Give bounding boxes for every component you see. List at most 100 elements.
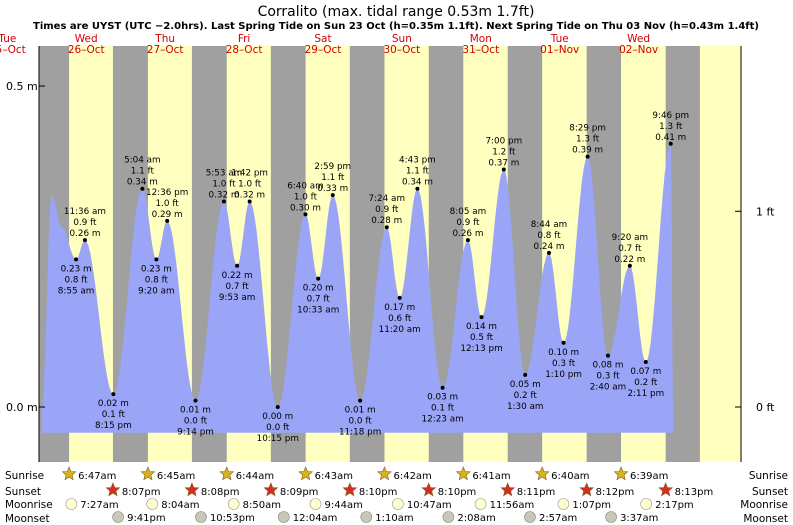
tide-point <box>397 295 402 300</box>
sunset-time: 8:10pm <box>438 487 477 498</box>
tide-time: 11:20 am <box>379 325 421 335</box>
tide-ft: 0.2 ft <box>634 378 658 388</box>
tide-event-low: 0.02 m0.1 ft8:15 pm <box>95 392 132 431</box>
moonset-time: 3:37am <box>620 513 658 524</box>
tide-event-low: 0.10 m0.3 ft1:10 pm <box>545 340 582 380</box>
tide-time: 6:40 am <box>287 181 324 191</box>
tide-time: 9:14 pm <box>177 428 214 438</box>
moonrise-icon <box>557 498 570 510</box>
day-date: 28–Oct <box>226 44 263 56</box>
moonrise-icon <box>65 498 78 510</box>
tide-ft: 0.9 ft <box>73 218 97 228</box>
day-date: 26–Oct <box>68 44 105 56</box>
sunrise-icon <box>455 466 471 481</box>
astro-day: 6:40am 8:12pm 1:07pm 3:37am <box>534 466 658 524</box>
tide-ft: 1.3 ft <box>659 122 683 132</box>
sunset-time: 8:13pm <box>675 487 714 498</box>
tide-point <box>561 340 566 345</box>
tide-m: 0.23 m <box>141 264 172 274</box>
tide-point <box>384 225 389 230</box>
tide-event-high: 9:46 pm1.3 ft0.41 m <box>652 111 689 146</box>
tide-event-high: 7:00 pm1.2 ft0.37 m <box>485 136 522 172</box>
tide-ft: 0.3 ft <box>596 372 620 382</box>
sunset-icon <box>263 482 279 497</box>
tide-time: 9:20 am <box>138 286 175 296</box>
left-tick-label-1: 0.0 m <box>6 401 38 414</box>
tide-point <box>627 263 632 268</box>
sunset-icon <box>184 482 200 497</box>
tide-m: 0.02 m <box>98 399 129 409</box>
tide-point <box>303 212 308 217</box>
right-tick-label-0: 1 ft <box>756 205 775 218</box>
tide-ft: 0.8 ft <box>64 275 88 285</box>
astro-day: 6:41am 8:11pm 11:56am 2:57am <box>455 466 577 524</box>
tide-ft: 0.9 ft <box>456 218 480 228</box>
tide-m: 0.30 m <box>290 203 321 213</box>
tide-ft: 0.0 ft <box>349 417 373 427</box>
moonrise-icon <box>309 498 322 510</box>
tide-event-low: 0.05 m0.2 ft1:30 am <box>507 372 543 412</box>
tide-point <box>247 199 252 204</box>
tide-time: 8:29 pm <box>569 124 606 134</box>
tide-m: 0.26 m <box>452 229 483 239</box>
tide-event-high: 11:36 am0.9 ft0.26 m <box>64 207 106 243</box>
tide-ft: 0.7 ft <box>618 244 642 254</box>
moonset-time: 9:41pm <box>127 513 166 524</box>
tide-time: 8:44 am <box>531 220 568 230</box>
tide-m: 0.17 m <box>384 303 415 313</box>
day-name: Mon <box>470 33 492 45</box>
day-date: 29–Oct <box>305 44 342 56</box>
sunset-time: 8:09pm <box>280 487 319 498</box>
chart-subtitle: Times are UYST (UTC −2.0hrs). Last Sprin… <box>33 21 759 32</box>
tide-ft: 0.8 ft <box>145 275 169 285</box>
sunrise-time: 6:45am <box>157 471 195 482</box>
tide-point <box>165 218 170 223</box>
tide-time: 12:13 pm <box>460 344 502 354</box>
astro-day: 6:44am 8:09pm 8:50am 12:04am <box>219 466 337 524</box>
tide-time: 1:42 pm <box>231 169 268 179</box>
tide-ft: 1.1 ft <box>406 167 430 177</box>
tide-time: 1:10 pm <box>545 370 582 380</box>
tide-point <box>415 186 420 191</box>
sunset-label-right: Sunset <box>752 486 788 498</box>
tide-time: 4:43 pm <box>399 156 436 166</box>
tide-point <box>330 193 335 198</box>
tide-time: 11:18 pm <box>339 428 381 438</box>
sunset-icon <box>105 482 121 497</box>
tide-time: 5:04 am <box>124 156 161 166</box>
tide-point <box>479 315 484 320</box>
sunrise-icon <box>140 466 156 481</box>
tide-time: 9:20 am <box>612 233 649 243</box>
moonset-icon <box>195 511 207 523</box>
tide-time: 8:15 pm <box>95 421 132 431</box>
sunrise-label-left: Sunrise <box>5 470 44 482</box>
moonset-icon <box>277 511 290 523</box>
day-name: Thu <box>154 33 175 45</box>
moonset-time: 2:57am <box>539 513 577 524</box>
tide-m: 0.41 m <box>655 133 686 143</box>
moonset-icon <box>605 511 617 523</box>
tide-m: 0.01 m <box>180 406 211 416</box>
day-name: Tue <box>550 33 569 45</box>
sunrise-time: 6:42am <box>393 471 431 482</box>
tide-event-high: 6:40 am1.0 ft0.30 m <box>287 181 324 217</box>
daylight-band <box>699 46 741 462</box>
sunset-icon <box>579 482 595 497</box>
tide-m: 0.26 m <box>69 229 100 239</box>
tide-time: 7:24 am <box>369 194 406 204</box>
sunset-time: 8:12pm <box>596 487 635 498</box>
right-tick-label-1: 0 ft <box>756 401 775 414</box>
tide-point <box>154 257 159 262</box>
moonrise-label-right: Moonrise <box>740 499 788 511</box>
